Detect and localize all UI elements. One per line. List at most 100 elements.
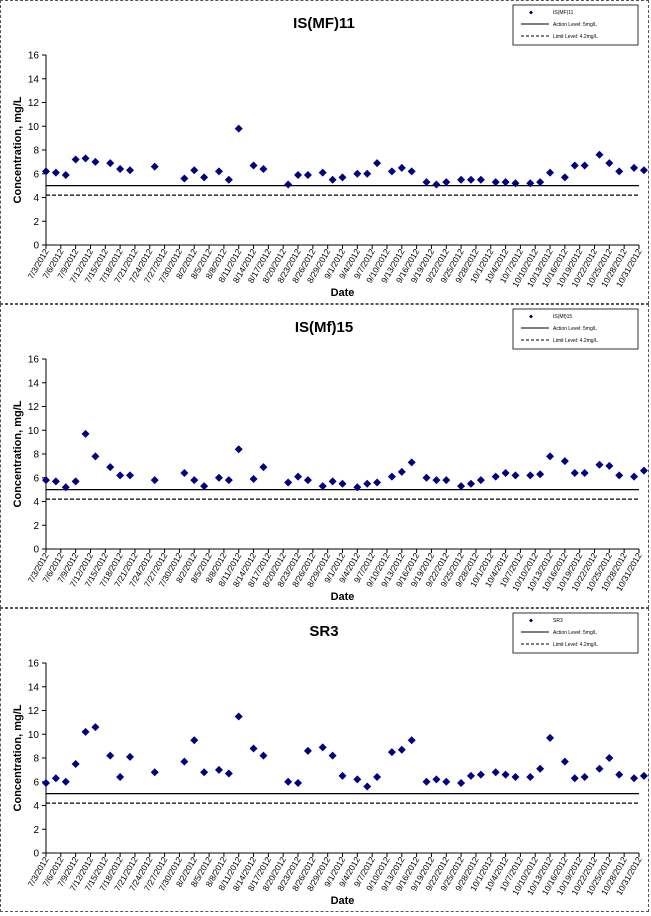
- legend-label: IS(Mf)15: [553, 314, 572, 320]
- data-point: [61, 170, 70, 179]
- data-point: [511, 471, 520, 480]
- legend-marker-icon: [529, 314, 533, 319]
- y-tick-label: 14: [28, 378, 40, 389]
- data-point: [605, 159, 614, 168]
- data-point: [373, 159, 382, 168]
- legend-label: Action Level: 5mg/L: [553, 326, 597, 332]
- x-axis-label: Date: [331, 591, 355, 603]
- data-point: [284, 478, 293, 487]
- data-point: [615, 167, 624, 176]
- data-point: [466, 479, 475, 488]
- data-point: [71, 759, 80, 768]
- y-tick-label: 4: [33, 497, 39, 508]
- data-point: [605, 754, 614, 762]
- y-tick-label: 2: [33, 217, 39, 228]
- data-point: [526, 471, 535, 480]
- data-point: [51, 477, 60, 486]
- data-point: [51, 774, 60, 783]
- data-point: [328, 175, 337, 184]
- legend-marker-icon: [529, 618, 533, 623]
- data-point: [639, 166, 648, 175]
- data-point: [116, 773, 125, 781]
- data-point: [81, 727, 90, 736]
- y-tick-label: 14: [28, 74, 40, 85]
- data-point: [387, 472, 396, 481]
- y-tick-label: 0: [33, 849, 39, 860]
- data-point: [106, 159, 115, 168]
- data-point: [61, 777, 70, 786]
- data-point: [249, 474, 258, 483]
- y-tick-label: 6: [33, 777, 39, 788]
- data-point: [422, 178, 431, 187]
- legend-label: Limit Level: 4.2mg/L: [553, 34, 598, 40]
- data-point: [442, 476, 451, 485]
- data-point: [580, 469, 589, 477]
- data-point: [284, 777, 293, 786]
- data-point: [457, 482, 466, 491]
- data-point: [116, 471, 125, 480]
- data-point: [180, 174, 189, 183]
- data-point: [570, 161, 579, 170]
- y-tick-label: 0: [33, 241, 39, 252]
- data-point: [338, 771, 347, 780]
- data-point: [432, 476, 441, 485]
- data-point: [501, 178, 510, 187]
- data-point: [630, 163, 639, 172]
- data-point: [234, 124, 243, 133]
- data-point: [71, 477, 80, 486]
- data-point: [442, 777, 451, 786]
- data-point: [303, 170, 312, 179]
- legend-marker-icon: [529, 10, 533, 15]
- y-tick-label: 8: [33, 754, 39, 765]
- data-point: [353, 483, 362, 492]
- y-tick-label: 16: [28, 355, 40, 366]
- data-point: [200, 173, 209, 182]
- data-point: [303, 746, 312, 755]
- data-point: [318, 168, 327, 177]
- y-tick-label: 6: [33, 169, 39, 180]
- data-point: [150, 162, 159, 171]
- data-point: [422, 777, 431, 786]
- chart-title: IS(MF)11: [293, 15, 355, 32]
- data-point: [476, 770, 485, 779]
- data-point: [259, 463, 268, 472]
- data-point: [397, 745, 406, 754]
- data-point: [407, 458, 416, 467]
- data-point: [570, 469, 579, 477]
- y-axis-label: Concentration, mg/L: [12, 96, 24, 203]
- data-point: [294, 170, 303, 179]
- data-point: [200, 768, 209, 777]
- legend-box: [512, 308, 639, 350]
- data-point: [214, 473, 223, 482]
- legend-box: [512, 4, 639, 46]
- data-point: [353, 775, 362, 784]
- x-axis-label: Date: [331, 287, 355, 299]
- data-point: [224, 476, 233, 485]
- data-point: [432, 775, 441, 784]
- data-point: [234, 712, 243, 721]
- data-point: [303, 476, 312, 485]
- y-tick-label: 8: [33, 450, 39, 461]
- data-point: [81, 429, 90, 438]
- data-point: [595, 764, 604, 773]
- y-tick-label: 12: [28, 402, 40, 413]
- data-point: [126, 471, 135, 480]
- legend-label: Limit Level: 4.2mg/L: [553, 642, 598, 648]
- y-axis-label: Concentration, mg/L: [12, 704, 24, 811]
- data-point: [457, 175, 466, 184]
- y-axis-label: Concentration, mg/L: [12, 400, 24, 507]
- data-point: [639, 771, 648, 780]
- y-tick-label: 6: [33, 473, 39, 484]
- data-point: [91, 723, 100, 732]
- data-point: [190, 166, 199, 175]
- y-tick-label: 10: [28, 122, 40, 133]
- data-point: [249, 161, 258, 170]
- data-point: [180, 469, 189, 477]
- y-tick-label: 2: [33, 521, 39, 532]
- data-point: [71, 155, 80, 164]
- data-point: [259, 751, 268, 760]
- legend: IS(MF)11 Action Level: 5mg/L Limit Level: …: [512, 4, 639, 46]
- chart-panel-2: IS(Mf)15 0 2 4 6 8 10 12 14 16 7/3/2012 7/6/2012 7/9…: [0, 304, 649, 608]
- data-point: [397, 163, 406, 172]
- data-point: [605, 461, 614, 470]
